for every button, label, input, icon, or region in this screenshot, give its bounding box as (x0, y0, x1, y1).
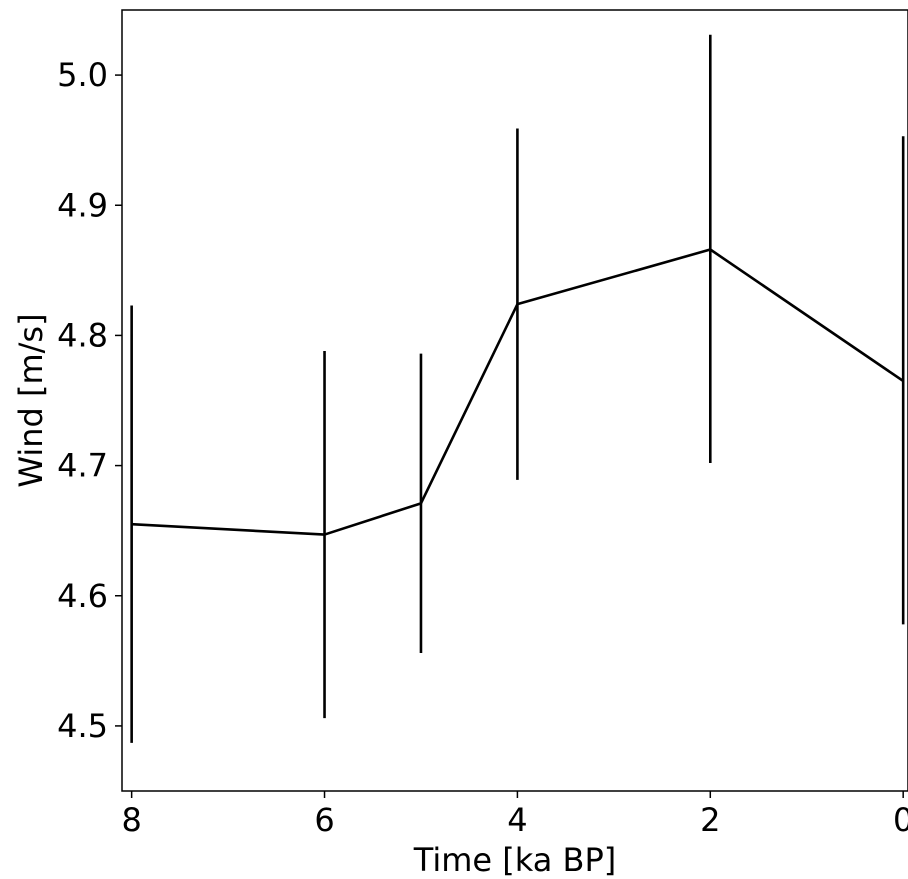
series-line (131, 248, 904, 536)
line-layer (131, 248, 904, 536)
x-axis-label: Time [ka BP] (413, 841, 616, 879)
x-tick-label: 4 (507, 801, 527, 839)
y-tick-label: 4.8 (57, 316, 108, 354)
errorbar-layer (130, 34, 905, 743)
x-tick-label: 8 (121, 801, 141, 839)
x-tick-label: 0 (893, 801, 908, 839)
y-axis: 4.5 4.6 4.7 4.8 4.9 5.0 (57, 56, 122, 745)
x-axis: 8 6 4 2 0 (121, 791, 908, 839)
y-tick-label: 5.0 (57, 56, 108, 94)
x-tick-label: 6 (314, 801, 334, 839)
y-tick-label: 4.9 (57, 186, 108, 224)
y-tick-label: 4.7 (57, 447, 108, 485)
y-tick-label: 4.5 (57, 707, 108, 745)
y-axis-label: Wind [m/s] (12, 313, 50, 487)
x-tick-label: 2 (700, 801, 720, 839)
plot-frame (121, 9, 908, 792)
y-tick-label: 4.6 (57, 577, 108, 615)
